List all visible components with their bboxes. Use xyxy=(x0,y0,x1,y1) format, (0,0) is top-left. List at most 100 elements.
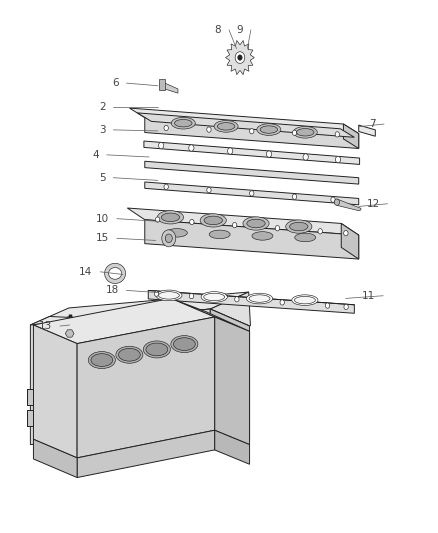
Circle shape xyxy=(250,191,254,196)
Circle shape xyxy=(238,55,242,60)
Circle shape xyxy=(190,220,194,225)
Polygon shape xyxy=(341,223,359,259)
Polygon shape xyxy=(337,199,361,211)
Polygon shape xyxy=(210,292,251,326)
Polygon shape xyxy=(215,430,250,464)
Ellipse shape xyxy=(157,211,184,224)
Polygon shape xyxy=(30,292,249,325)
Circle shape xyxy=(266,151,272,157)
Ellipse shape xyxy=(295,233,316,241)
Polygon shape xyxy=(144,141,360,165)
Ellipse shape xyxy=(290,222,308,231)
Circle shape xyxy=(189,294,194,299)
Circle shape xyxy=(280,300,284,305)
Ellipse shape xyxy=(286,220,312,233)
Ellipse shape xyxy=(116,346,143,364)
Ellipse shape xyxy=(173,338,195,351)
Ellipse shape xyxy=(292,295,318,305)
Polygon shape xyxy=(27,410,33,426)
Ellipse shape xyxy=(252,232,273,240)
Ellipse shape xyxy=(217,123,235,130)
Circle shape xyxy=(235,52,245,63)
Circle shape xyxy=(344,304,348,310)
Polygon shape xyxy=(171,298,250,332)
Circle shape xyxy=(154,291,159,296)
Polygon shape xyxy=(148,290,354,313)
Polygon shape xyxy=(145,220,359,259)
Polygon shape xyxy=(215,317,250,445)
Circle shape xyxy=(233,222,237,228)
Ellipse shape xyxy=(294,296,315,304)
Polygon shape xyxy=(77,317,215,458)
Ellipse shape xyxy=(166,229,187,237)
Text: 3: 3 xyxy=(99,125,106,135)
Circle shape xyxy=(275,225,279,231)
Polygon shape xyxy=(145,118,359,149)
Text: 6: 6 xyxy=(112,78,119,88)
Polygon shape xyxy=(343,124,359,149)
Ellipse shape xyxy=(159,292,179,299)
Text: 18: 18 xyxy=(105,286,119,295)
Ellipse shape xyxy=(175,119,192,127)
Circle shape xyxy=(325,303,330,308)
Polygon shape xyxy=(30,309,250,326)
Circle shape xyxy=(303,154,308,160)
Polygon shape xyxy=(130,108,359,134)
Ellipse shape xyxy=(214,120,238,132)
Ellipse shape xyxy=(243,217,269,230)
Ellipse shape xyxy=(171,117,195,129)
Ellipse shape xyxy=(146,343,168,356)
Polygon shape xyxy=(226,41,254,75)
Ellipse shape xyxy=(249,295,270,302)
Ellipse shape xyxy=(204,293,225,301)
Ellipse shape xyxy=(209,230,230,239)
Circle shape xyxy=(334,199,339,205)
Circle shape xyxy=(162,230,176,247)
Circle shape xyxy=(335,132,339,137)
Polygon shape xyxy=(27,389,33,405)
Ellipse shape xyxy=(260,126,278,133)
Polygon shape xyxy=(145,161,359,184)
Ellipse shape xyxy=(257,124,281,135)
Circle shape xyxy=(165,234,172,243)
Circle shape xyxy=(189,145,194,151)
Circle shape xyxy=(336,156,341,163)
Circle shape xyxy=(292,194,297,199)
Text: 10: 10 xyxy=(96,214,109,224)
Ellipse shape xyxy=(204,216,223,224)
Circle shape xyxy=(318,229,322,234)
Ellipse shape xyxy=(88,352,115,368)
Polygon shape xyxy=(30,309,210,445)
Polygon shape xyxy=(77,430,215,478)
Ellipse shape xyxy=(297,128,314,136)
Circle shape xyxy=(228,148,233,154)
Ellipse shape xyxy=(91,354,113,367)
Polygon shape xyxy=(138,113,354,138)
Polygon shape xyxy=(33,439,77,478)
Polygon shape xyxy=(210,309,250,440)
Ellipse shape xyxy=(161,213,180,222)
Text: 2: 2 xyxy=(99,102,106,112)
Text: 14: 14 xyxy=(79,267,92,277)
Polygon shape xyxy=(33,325,77,458)
Circle shape xyxy=(155,217,160,222)
Text: 15: 15 xyxy=(96,233,109,244)
Text: 5: 5 xyxy=(99,173,106,183)
Ellipse shape xyxy=(201,292,227,302)
Ellipse shape xyxy=(293,126,317,138)
Ellipse shape xyxy=(200,214,226,227)
Ellipse shape xyxy=(105,263,126,284)
Circle shape xyxy=(235,296,239,302)
Text: 4: 4 xyxy=(92,150,99,160)
Text: 11: 11 xyxy=(362,290,375,301)
Circle shape xyxy=(164,125,168,131)
Text: 9: 9 xyxy=(237,25,243,35)
Polygon shape xyxy=(33,298,215,344)
Polygon shape xyxy=(159,79,165,90)
Ellipse shape xyxy=(156,290,182,301)
Polygon shape xyxy=(359,125,375,136)
Polygon shape xyxy=(145,182,359,205)
Ellipse shape xyxy=(247,293,272,304)
Text: 13: 13 xyxy=(39,321,52,331)
Polygon shape xyxy=(127,208,359,235)
